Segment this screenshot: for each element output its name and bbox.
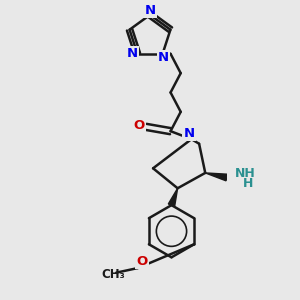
Text: CH₃: CH₃: [101, 268, 125, 281]
Text: N: N: [144, 4, 156, 17]
Polygon shape: [168, 188, 178, 206]
Text: O: O: [134, 119, 145, 132]
Text: NH: NH: [235, 167, 256, 180]
Text: N: N: [126, 47, 137, 60]
Polygon shape: [205, 173, 227, 181]
Text: O: O: [137, 254, 148, 268]
Text: H: H: [243, 176, 253, 190]
Text: N: N: [158, 51, 169, 64]
Text: N: N: [183, 127, 194, 140]
